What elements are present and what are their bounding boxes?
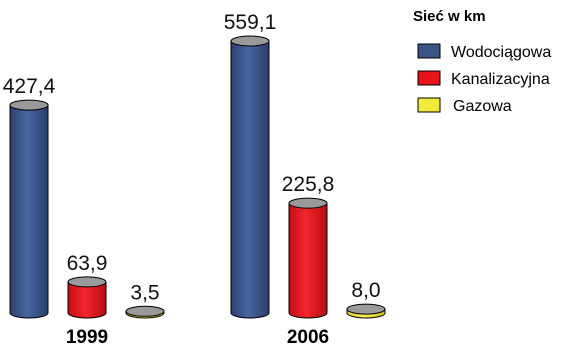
bar-gazowa-1999-top <box>125 305 165 317</box>
value-label-gazowa-2006: 8,0 <box>351 279 380 302</box>
category-labels-layer: 1999 2006 <box>66 327 329 347</box>
bar-kanalizacyjna-2006 <box>288 197 328 319</box>
legend: Sieć w km Wodociągowa Kanalizacyjna Gazo… <box>413 8 551 115</box>
bar-wodociagowa-1999 <box>9 99 49 319</box>
bar-wodociagowa-1999-body <box>9 104 49 319</box>
bars-layer <box>9 35 386 319</box>
legend-swatch-gazowa <box>417 97 441 113</box>
bar-kanalizacyjna-2006-body <box>288 202 328 319</box>
value-label-kanalizacyjna-2006: 225,8 <box>282 173 335 196</box>
bar-kanalizacyjna-2006-top <box>288 197 328 209</box>
category-label-2006: 2006 <box>287 327 329 347</box>
category-label-1999: 1999 <box>66 327 108 347</box>
legend-swatch-wodociagowa <box>417 43 441 59</box>
bar-wodociagowa-2006-top <box>230 35 270 47</box>
legend-item-wodociagowa: Wodociągowa <box>417 43 551 61</box>
bar-wodociagowa-2006-body <box>230 40 270 319</box>
bar-gazowa-2006 <box>346 303 386 319</box>
value-label-wodociagowa-2006: 559,1 <box>224 11 277 34</box>
legend-label-wodociagowa: Wodociągowa <box>451 44 551 61</box>
bar-kanalizacyjna-1999-body <box>67 281 107 319</box>
bar-kanalizacyjna-1999-top <box>67 276 107 288</box>
bar-kanalizacyjna-1999 <box>67 276 107 319</box>
legend-swatch-kanalizacyjna <box>417 70 441 86</box>
bar-wodociagowa-2006 <box>230 35 270 319</box>
legend-item-gazowa: Gazowa <box>417 97 512 115</box>
legend-title: Sieć w km <box>413 8 486 25</box>
legend-item-kanalizacyjna: Kanalizacyjna <box>417 70 550 88</box>
value-label-gazowa-1999: 3,5 <box>130 281 159 304</box>
value-label-wodociagowa-1999: 427,4 <box>3 75 56 98</box>
value-label-kanalizacyjna-1999: 63,9 <box>67 252 108 275</box>
bar-wodociagowa-1999-top <box>9 99 49 111</box>
bar-gazowa-1999 <box>125 305 165 319</box>
legend-label-kanalizacyjna: Kanalizacyjna <box>451 71 550 88</box>
legend-label-gazowa: Gazowa <box>453 98 512 115</box>
value-labels-layer: 427,4 63,9 3,5 559,1 225,8 8,0 <box>3 11 381 304</box>
bar-gazowa-2006-top <box>346 303 386 315</box>
